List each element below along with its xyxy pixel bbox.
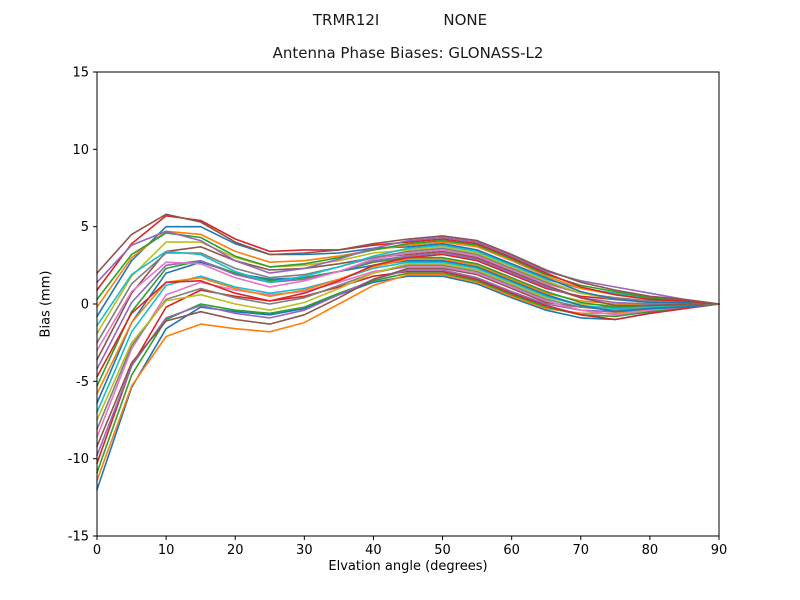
x-tick-label: 50 [434, 543, 451, 558]
x-tick-label: 70 [573, 543, 590, 558]
series-line [96, 225, 720, 318]
series-line [96, 273, 720, 482]
series-line [96, 259, 720, 404]
x-tick-label: 60 [503, 543, 520, 558]
x-tick-label: 40 [365, 543, 382, 558]
chart-title: Antenna Phase Biases: GLONASS-L2 [272, 44, 544, 62]
figure-suptitle: TRMR12I NONE [0, 11, 800, 29]
y-tick-label: -10 [68, 452, 89, 467]
x-axis-label: Elvation angle (degrees) [328, 559, 488, 574]
y-tick-label: 10 [72, 143, 89, 158]
series-line [96, 261, 720, 414]
y-tick-label: -15 [68, 530, 89, 545]
x-tick-label: 20 [227, 543, 244, 558]
series-line [96, 272, 720, 474]
x-tick-label: 80 [642, 543, 659, 558]
series-line [96, 213, 720, 305]
series-line [96, 269, 720, 457]
y-axis-label: Bias (mm) [38, 270, 54, 338]
series-line [96, 215, 720, 305]
series-line [96, 230, 720, 305]
y-tick-label: 15 [72, 66, 89, 81]
series-line [96, 270, 720, 465]
series-line [96, 252, 720, 370]
x-tick-label: 0 [93, 543, 101, 558]
radome-type-label: NONE [443, 11, 488, 29]
series-line [96, 264, 720, 431]
x-tick-label: 10 [158, 543, 175, 558]
y-tick-label: 0 [81, 298, 89, 313]
series-line [96, 246, 720, 361]
series-line [96, 258, 720, 395]
antenna-type-label: TRMR12I [312, 11, 380, 29]
y-tick-label: 5 [81, 220, 89, 235]
series-line [96, 232, 720, 305]
series-line [96, 244, 720, 327]
x-tick-label: 30 [296, 543, 313, 558]
y-tick-label: -5 [76, 375, 89, 390]
series-line [96, 266, 720, 438]
series-line [96, 247, 720, 344]
x-tick-label: 90 [711, 543, 728, 558]
series-line [96, 262, 720, 421]
